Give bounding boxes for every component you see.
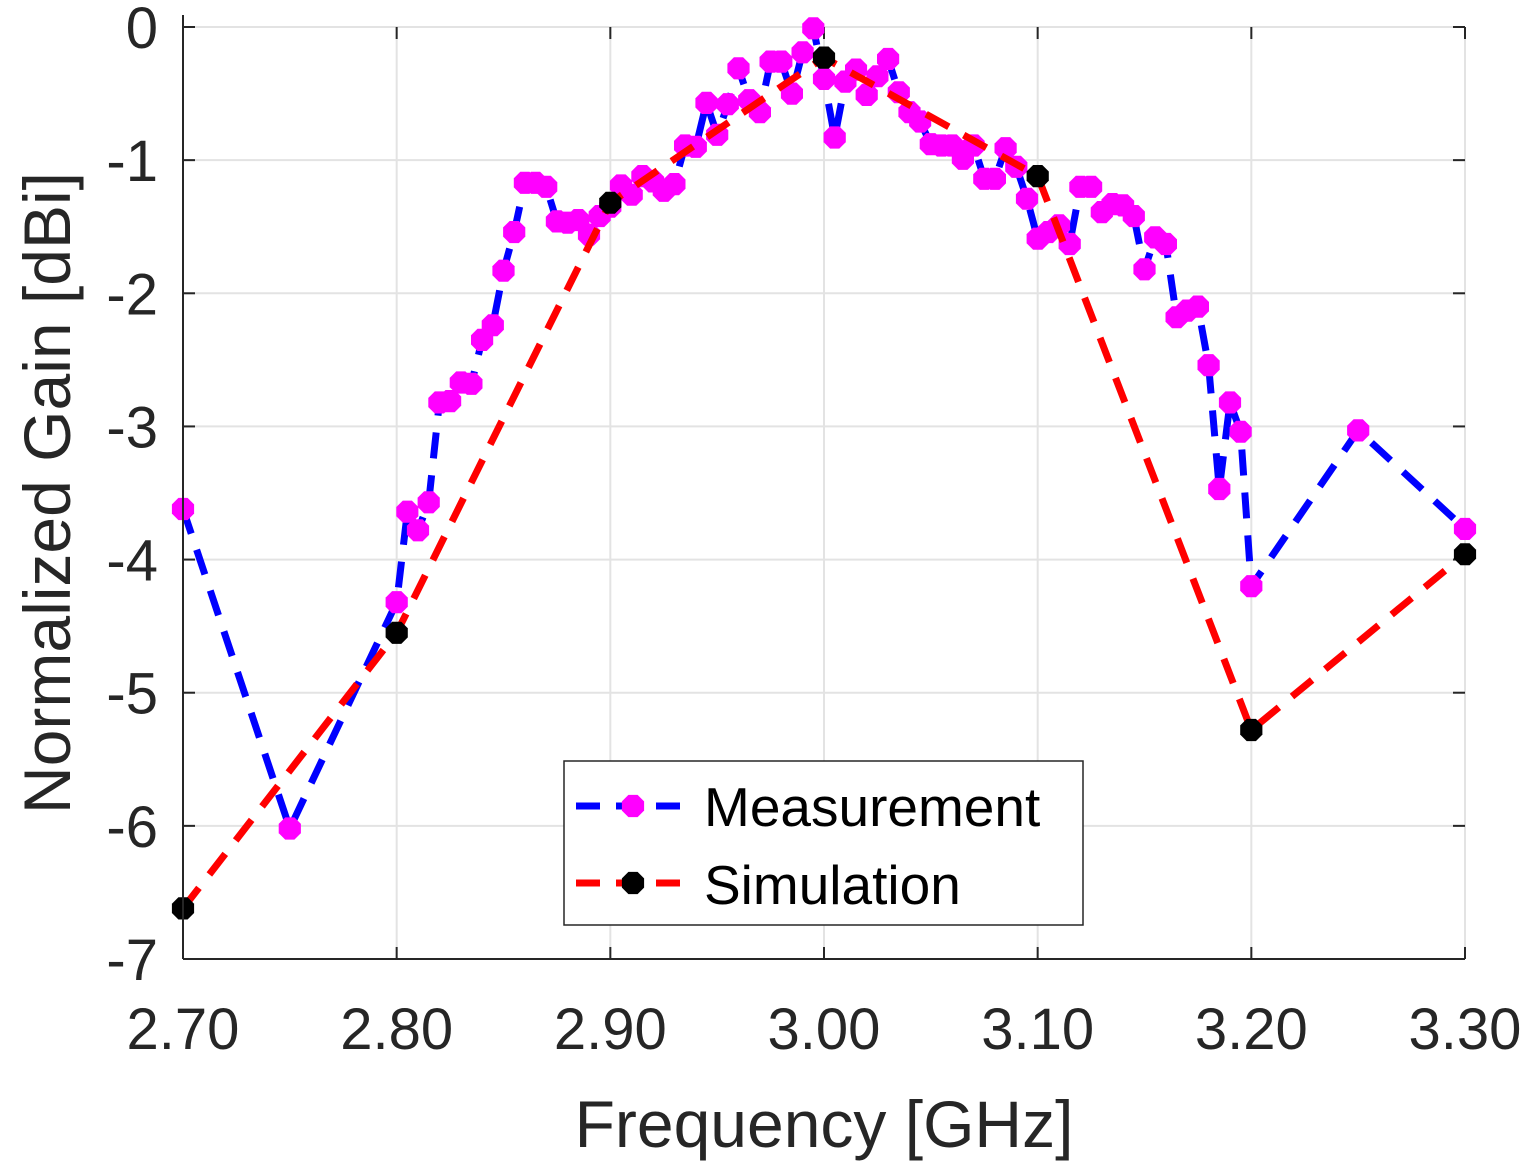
legend-simulation-label: Simulation — [704, 854, 961, 916]
measurement-point — [535, 175, 558, 198]
measurement-point — [406, 519, 430, 542]
measurement-point — [823, 126, 846, 149]
measurement-point — [1229, 420, 1252, 443]
measurement-point — [780, 82, 803, 105]
measurement-point — [1218, 391, 1242, 414]
series-simulation — [171, 46, 1477, 920]
measurement-point — [503, 221, 526, 244]
simulation-point — [599, 191, 622, 214]
x-tick-label: 2.90 — [554, 997, 667, 1062]
y-tick-label: -5 — [106, 662, 158, 727]
measurement-point — [727, 57, 750, 80]
measurement-point — [481, 314, 504, 337]
y-tick-label: -6 — [106, 795, 158, 860]
simulation-point — [812, 46, 836, 69]
measurement-point — [695, 91, 718, 114]
series-layer — [171, 17, 1477, 920]
measurement-point — [1015, 187, 1039, 210]
simulation-point — [1240, 718, 1263, 742]
measurement-point — [396, 500, 419, 523]
measurement-point — [716, 93, 739, 116]
tick-labels: 2.70 2.80 2.90 3.00 3.10 3.20 3.30 0 -1 -2 -3 -4 -5 -… — [106, 0, 1521, 1062]
simulation-point — [385, 621, 408, 644]
measurement-point — [417, 491, 440, 514]
y-tick-label: 0 — [126, 0, 158, 61]
x-tick-label: 2.80 — [340, 997, 453, 1062]
measurement-point — [855, 83, 878, 106]
measurement-point — [1197, 354, 1220, 377]
y-tick-label: -3 — [106, 395, 158, 460]
measurement-point — [1122, 205, 1145, 228]
measurement-point — [983, 167, 1006, 190]
measurement-point — [877, 47, 900, 70]
measurement-point — [791, 41, 814, 64]
simulation-point — [1453, 543, 1477, 566]
x-tick-label: 2.70 — [127, 997, 240, 1062]
measurement-point — [663, 173, 686, 196]
y-tick-label: -1 — [106, 129, 158, 194]
x-tick-label: 3.30 — [1409, 997, 1522, 1062]
simulation-point — [1026, 165, 1049, 188]
measurement-point — [994, 137, 1017, 160]
y-tick-label: -2 — [106, 262, 158, 327]
measurement-point — [1453, 517, 1477, 540]
measurement-point — [278, 817, 301, 840]
legend-box — [563, 760, 1084, 926]
measurement-point — [492, 259, 515, 282]
x-tick-label: 3.10 — [981, 997, 1094, 1062]
y-tick-label: -7 — [106, 928, 158, 993]
measurement-point — [812, 67, 836, 90]
y-axis-label: Normalized Gain [dBi] — [10, 172, 84, 814]
measurement-point — [620, 183, 643, 206]
measurement-point — [385, 591, 408, 614]
x-axis-label: Frequency [GHz] — [575, 1087, 1074, 1161]
legend: Measurement Simulation — [563, 760, 1084, 926]
measurement-point — [1154, 232, 1177, 256]
measurement-point — [1208, 477, 1231, 501]
measurement-point — [1133, 258, 1156, 281]
measurement-point — [1186, 295, 1209, 318]
x-tick-label: 3.00 — [768, 997, 881, 1062]
measurement-point — [460, 372, 483, 395]
legend-simulation-marker — [621, 871, 645, 895]
measurement-point — [770, 50, 793, 73]
measurement-point — [802, 17, 825, 40]
measurement-point — [439, 390, 462, 413]
measurement-point — [1347, 419, 1370, 442]
legend-measurement-label: Measurement — [704, 776, 1040, 838]
measurement-point — [1080, 175, 1103, 198]
legend-measurement-marker — [621, 794, 645, 818]
x-tick-label: 3.20 — [1195, 997, 1308, 1062]
y-tick-label: -4 — [106, 529, 158, 594]
axes — [182, 15, 1465, 960]
measurement-point — [1240, 575, 1263, 598]
